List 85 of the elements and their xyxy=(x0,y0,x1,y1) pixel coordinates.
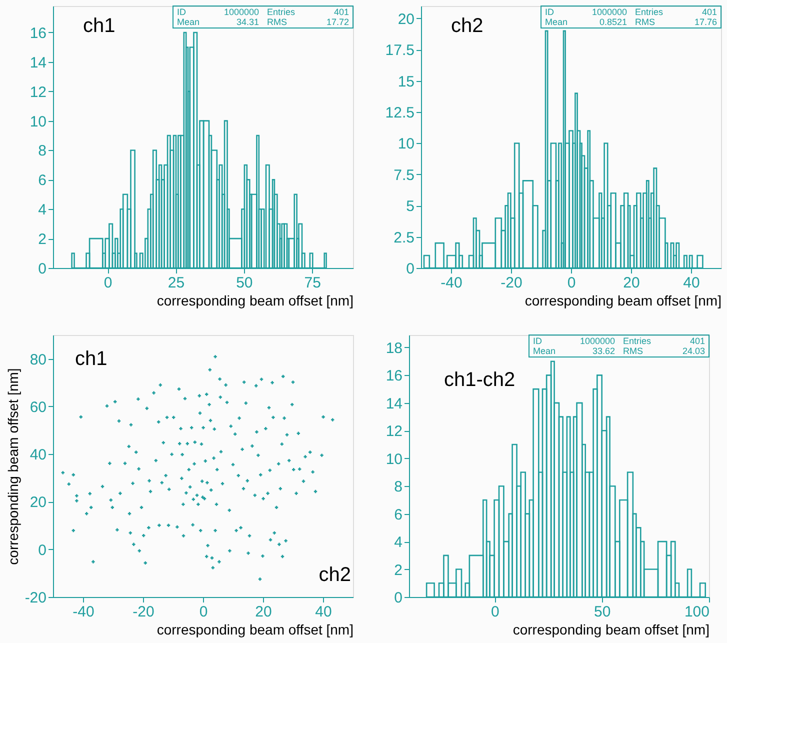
y-tick-label: 0 xyxy=(394,590,402,606)
annotation: ch2 xyxy=(318,564,351,586)
annotation: Entries xyxy=(267,7,296,17)
y-tick-label: 2 xyxy=(394,562,402,579)
y-tick-label: 10 xyxy=(386,450,402,468)
x-tick-label: 100 xyxy=(684,604,710,620)
y-tick-label: 5 xyxy=(406,198,414,216)
annotation: ch1-ch2 xyxy=(444,369,516,391)
y-tick-label: 8 xyxy=(394,478,402,496)
annotation: Mean xyxy=(545,17,568,27)
y-tick-label: 4 xyxy=(394,534,402,552)
y-axis-title: corresponding beam offset [nm] xyxy=(4,368,21,565)
y-tick-label: 40 xyxy=(30,446,46,464)
y-tick-label: 18 xyxy=(386,340,402,357)
x-tick-label: 20 xyxy=(255,604,272,620)
x-tick-label: 0 xyxy=(491,604,500,620)
y-tick-label: 6 xyxy=(394,506,402,524)
x-tick-label: 40 xyxy=(315,604,332,620)
x-tick-label: -40 xyxy=(72,604,94,620)
y-tick-label: 10 xyxy=(398,136,414,153)
annotation: 24.03 xyxy=(682,346,705,356)
x-tick-label: 0 xyxy=(199,604,208,620)
y-tick-label: 15 xyxy=(398,73,414,90)
y-tick-label: 16 xyxy=(386,368,402,385)
annotation: 33.62 xyxy=(592,346,615,356)
x-tick-label: 0 xyxy=(104,274,112,292)
annotation: 401 xyxy=(702,7,717,17)
y-tick-label: 10 xyxy=(30,113,46,130)
x-axis-title: corresponding beam offset [nm] xyxy=(512,622,710,638)
y-tick-label: 20 xyxy=(398,10,414,28)
y-tick-label: 14 xyxy=(30,54,46,72)
y-tick-label: 0 xyxy=(406,260,414,278)
y-tick-label: 12 xyxy=(30,84,46,101)
y-tick-label: 0 xyxy=(38,542,46,559)
y-tick-label: 12.5 xyxy=(385,104,414,122)
annotation: ID xyxy=(177,7,186,17)
x-tick-label: -20 xyxy=(500,274,522,292)
y-tick-label: 2.5 xyxy=(394,229,414,246)
annotation: 17.72 xyxy=(326,17,349,27)
annotation: Entries xyxy=(623,336,652,346)
annotation: Mean xyxy=(533,346,556,356)
annotation: Entries xyxy=(635,7,664,17)
annotation: 17.76 xyxy=(694,17,717,27)
y-tick-label: -20 xyxy=(24,590,46,606)
x-tick-label: 20 xyxy=(623,274,640,292)
x-axis-title: corresponding beam offset [nm] xyxy=(156,292,354,308)
annotation: RMS xyxy=(635,17,655,27)
annotation: Mean xyxy=(177,17,200,27)
y-tick-label: 4 xyxy=(38,202,46,219)
y-tick-label: 14 xyxy=(386,395,402,412)
y-tick-label: 8 xyxy=(38,142,46,160)
y-tick-label: 16 xyxy=(30,24,46,42)
annotation: ch2 xyxy=(451,15,484,37)
annotation: ID xyxy=(533,336,542,346)
annotation: 0.8521 xyxy=(599,17,627,27)
x-tick-label: 75 xyxy=(304,274,321,292)
annotation: ch1 xyxy=(83,15,116,37)
annotation: RMS xyxy=(623,346,643,356)
x-axis-title: corresponding beam offset [nm] xyxy=(156,622,354,638)
x-tick-label: 0 xyxy=(567,274,576,292)
y-tick-label: 7.5 xyxy=(394,166,414,184)
y-tick-label: 60 xyxy=(30,398,46,416)
annotation: 1000000 xyxy=(224,7,259,17)
annotation: 1000000 xyxy=(592,7,627,17)
annotation: ch1 xyxy=(75,348,108,370)
y-tick-label: 0 xyxy=(38,260,46,278)
y-tick-label: 80 xyxy=(30,351,46,368)
x-tick-label: -40 xyxy=(440,274,462,292)
y-tick-label: 2 xyxy=(38,231,46,248)
annotation: 1000000 xyxy=(580,336,615,346)
x-tick-label: 40 xyxy=(683,274,700,292)
y-tick-label: 20 xyxy=(30,494,46,512)
x-axis-title: corresponding beam offset [nm] xyxy=(524,292,722,308)
y-tick-label: 6 xyxy=(38,172,46,190)
x-tick-label: -20 xyxy=(132,604,154,620)
annotation: 401 xyxy=(690,336,705,346)
annotation: ID xyxy=(545,7,554,17)
annotation: 34.31 xyxy=(236,17,259,27)
x-tick-label: 25 xyxy=(168,274,185,292)
y-tick-label: 12 xyxy=(386,423,402,440)
x-tick-label: 50 xyxy=(594,604,611,620)
x-tick-label: 50 xyxy=(236,274,253,292)
annotation: RMS xyxy=(267,17,287,27)
annotation: 401 xyxy=(334,7,349,17)
y-tick-label: 17.5 xyxy=(385,42,414,60)
